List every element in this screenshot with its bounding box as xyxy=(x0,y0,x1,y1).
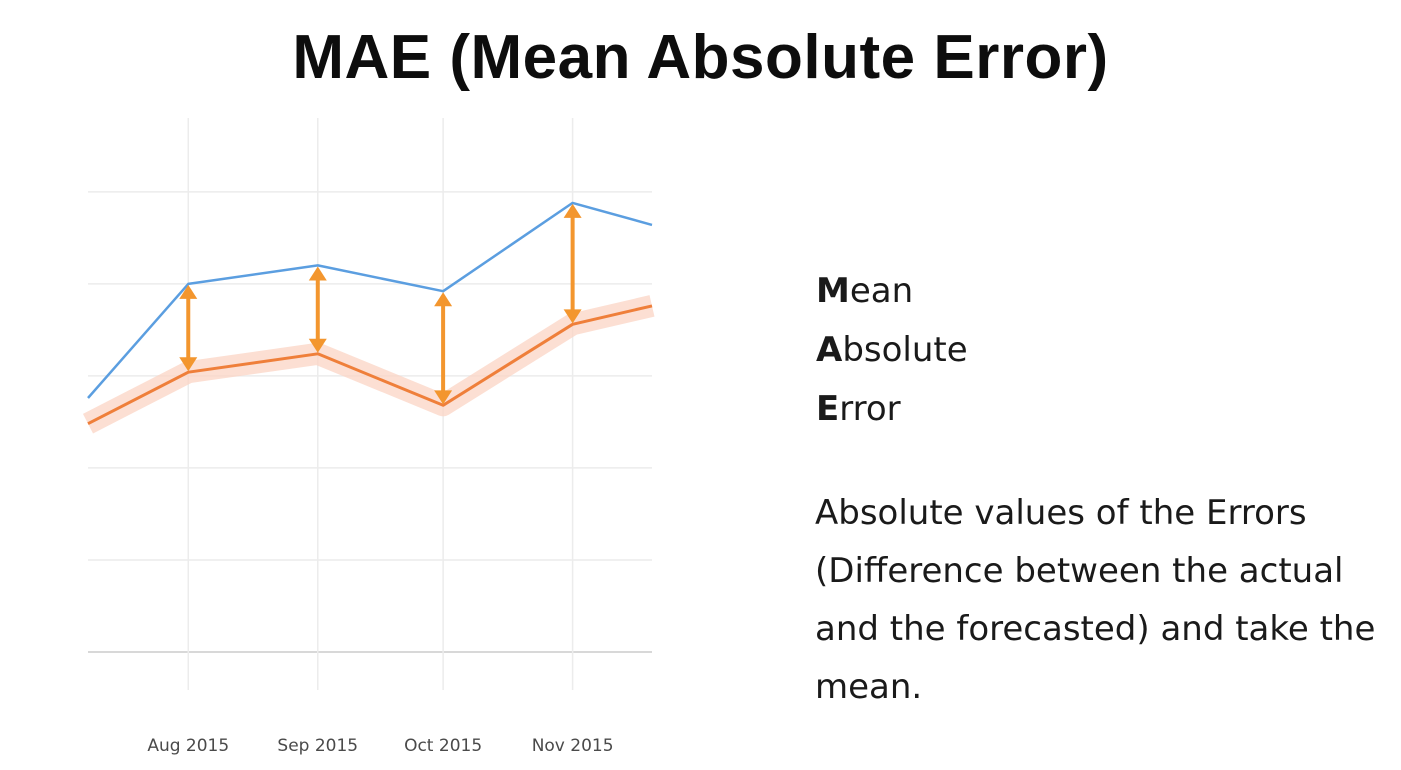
error-arrow-head-up xyxy=(563,203,582,218)
line-chart: Aug 2015 Sep 2015 Oct 2015 Nov 2015 xyxy=(82,118,655,756)
acronym-mean: Mean xyxy=(816,271,914,311)
error-arrow-head-up xyxy=(179,284,198,299)
x-tick-label: Aug 2015 xyxy=(147,736,229,756)
error-arrow-head-down xyxy=(434,390,453,405)
x-axis-ticks: Aug 2015 Sep 2015 Oct 2015 Nov 2015 xyxy=(147,736,613,756)
x-tick-label: Oct 2015 xyxy=(404,736,482,756)
chart-marks xyxy=(82,201,655,434)
acronym-absolute: Absolute xyxy=(816,330,968,370)
series-line-forecast xyxy=(87,304,653,426)
error-arrow-head-up xyxy=(308,266,327,281)
acronym-error: Error xyxy=(816,389,901,429)
acronym-list: Mean Absolute Error xyxy=(816,262,968,439)
forecast-band xyxy=(82,295,655,434)
slide-title: MAE (Mean Absolute Error) xyxy=(292,23,1109,92)
mae-explanation: Absolute values of the Errors (Differenc… xyxy=(815,493,1376,707)
error-arrow-head-down xyxy=(563,309,582,324)
error-arrow-head-up xyxy=(434,292,453,307)
error-arrow-head-down xyxy=(179,357,198,372)
error-arrow-head-down xyxy=(308,338,327,353)
x-tick-label: Sep 2015 xyxy=(277,736,358,756)
series-line-actual xyxy=(87,201,653,399)
x-tick-label: Nov 2015 xyxy=(532,736,614,756)
chart-grid xyxy=(88,118,652,690)
